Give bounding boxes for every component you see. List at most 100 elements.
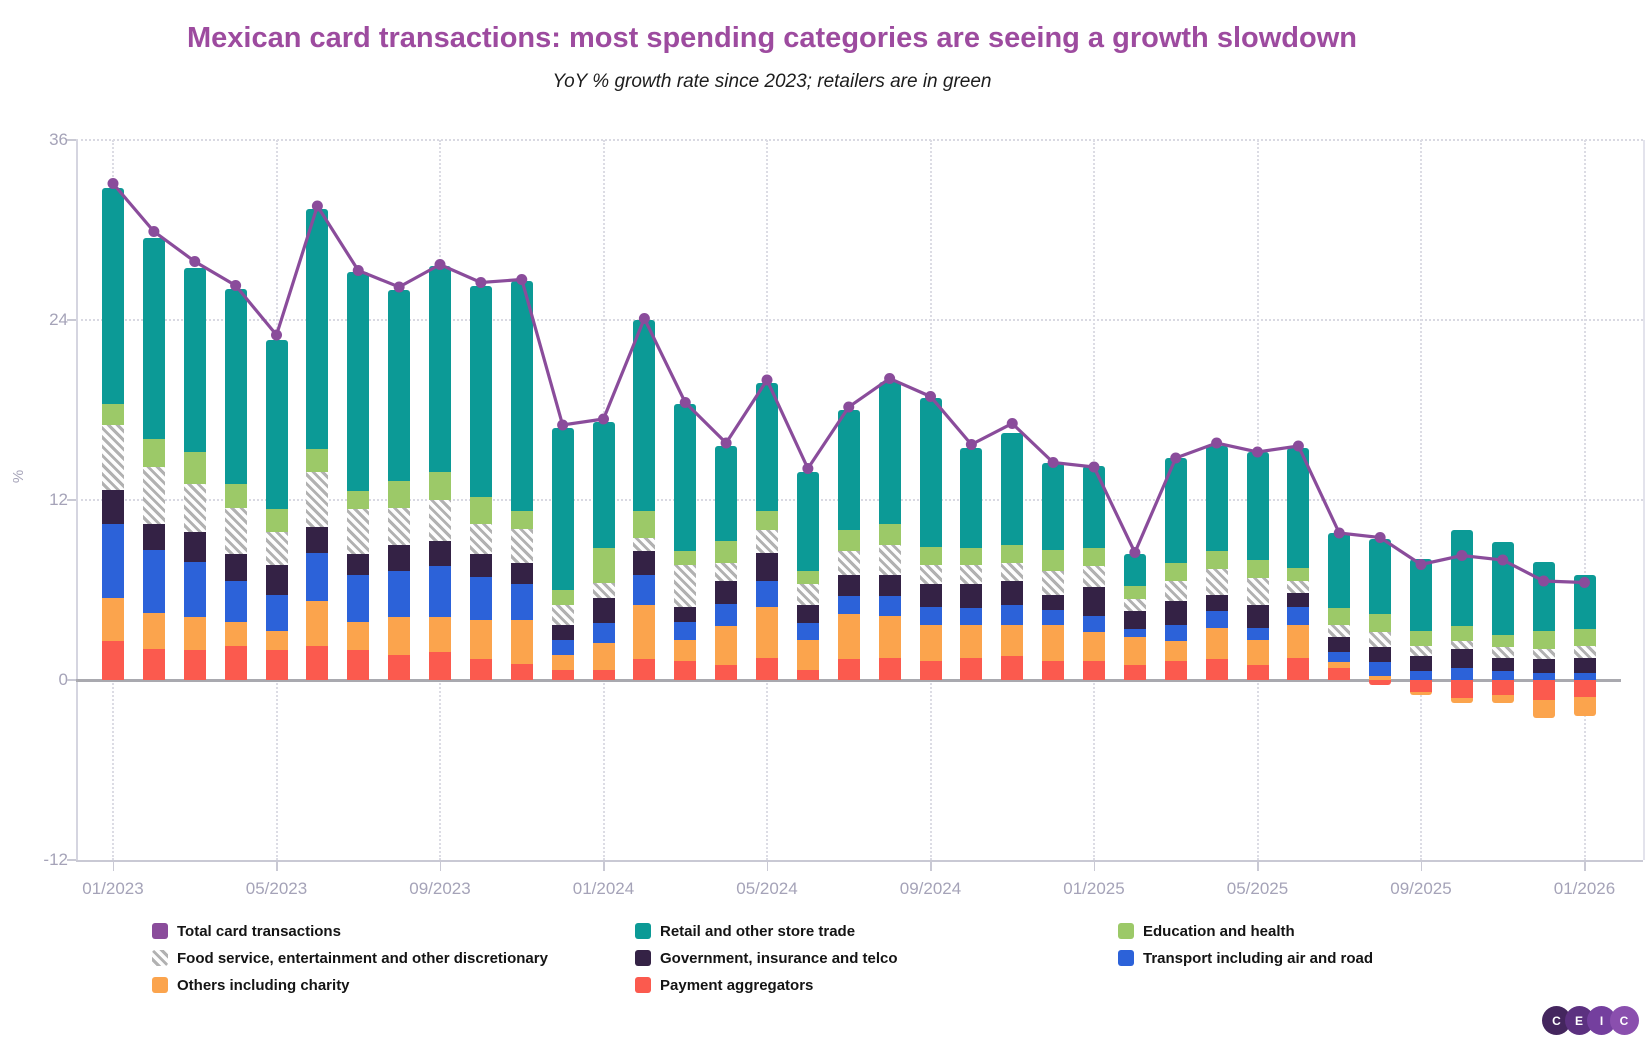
bar-segment	[1287, 606, 1310, 625]
legend-item: Retail and other store trade	[635, 922, 855, 940]
bar-segment	[1123, 636, 1146, 665]
x-axis-tick-label: 05/2025	[1226, 879, 1289, 898]
bar-segment	[142, 524, 165, 550]
x-axis-tick-label: 01/2024	[572, 879, 635, 898]
bar-segment	[1450, 641, 1473, 649]
bar-segment	[551, 654, 574, 670]
bar-segment	[1410, 680, 1432, 692]
bar-segment	[429, 651, 451, 680]
bar-segment	[1328, 533, 1351, 608]
bar-segment	[1246, 605, 1269, 628]
bar-segment	[1164, 660, 1187, 680]
bar-segment	[878, 657, 901, 680]
bar-segment	[674, 660, 697, 680]
bar-segment	[1369, 662, 1392, 676]
bar-segment	[265, 594, 288, 631]
bar-segment	[1205, 611, 1228, 628]
chart-subtitle: YoY % growth rate since 2023; retailers …	[552, 71, 992, 92]
bar-segment	[183, 617, 206, 650]
bar-segment	[592, 422, 615, 548]
bar-segment	[1246, 452, 1269, 560]
bar-segment	[796, 605, 819, 623]
bar-segment	[1287, 593, 1310, 607]
bar-segment	[715, 446, 738, 541]
x-axis-tick	[439, 860, 441, 871]
bar-segment	[674, 551, 697, 565]
bar-segment	[551, 428, 574, 590]
bar-segment	[1205, 627, 1228, 659]
bar-segment	[592, 582, 615, 598]
page-title: Mexican card transactions: most spending…	[187, 22, 1357, 54]
bar-segment	[347, 509, 370, 554]
bar-segment	[347, 272, 370, 491]
zero-line	[76, 679, 1621, 682]
plot-right-border	[1643, 140, 1645, 860]
bar-segment	[142, 549, 165, 613]
bar-segment	[960, 548, 983, 565]
bar-segment	[878, 545, 901, 575]
bar-segment	[1369, 539, 1392, 614]
bar-segment	[1328, 608, 1351, 625]
bar-segment	[1123, 611, 1146, 629]
bar-segment	[919, 564, 942, 584]
x-axis-tick	[1584, 860, 1586, 871]
bar-segment	[1083, 465, 1105, 548]
x-axis-tick	[112, 860, 114, 871]
bar-segment	[142, 438, 165, 467]
bar-segment	[878, 524, 901, 545]
legend-item: Others including charity	[152, 976, 350, 994]
bar-segment	[1042, 624, 1065, 661]
bar-segment	[306, 600, 329, 646]
bar-segment	[1491, 542, 1514, 635]
bar-segment	[1287, 567, 1310, 581]
bar-segment	[1573, 645, 1596, 658]
bar-segment	[715, 626, 738, 665]
bar-segment	[756, 581, 778, 607]
bar-segment	[306, 471, 329, 527]
bar-segment	[183, 483, 206, 532]
bar-segment	[715, 563, 738, 581]
legend-swatch-icon	[1118, 950, 1134, 966]
bar-segment	[674, 564, 697, 607]
bar-segment	[1328, 624, 1351, 637]
bar-segment	[1083, 615, 1105, 632]
bar-segment	[960, 584, 983, 608]
bar-segment	[756, 383, 778, 511]
bar-segment	[1410, 558, 1432, 631]
bar-segment	[960, 657, 983, 680]
bar-segment	[1450, 648, 1473, 668]
bar-segment	[1042, 549, 1065, 571]
bar-segment	[1164, 624, 1187, 641]
bar-segment	[1083, 632, 1105, 661]
bar-segment	[469, 659, 492, 680]
legend-item: Food service, entertainment and other di…	[152, 949, 548, 967]
legend-label: Government, insurance and telco	[660, 949, 898, 967]
y-axis-tick	[67, 139, 76, 141]
bar-segment	[102, 524, 124, 598]
bar-segment	[592, 597, 615, 623]
bar-segment	[142, 612, 165, 649]
bar-segment	[1491, 680, 1514, 695]
bar-segment	[837, 410, 860, 530]
bar-segment	[1532, 680, 1555, 700]
bar-segment	[1246, 665, 1269, 680]
bar-segment	[919, 606, 942, 625]
bar-segment	[469, 576, 492, 620]
bar-segment	[265, 531, 288, 565]
bar-segment	[796, 623, 819, 640]
bar-segment	[469, 554, 492, 577]
bar-segment	[265, 630, 288, 650]
y-axis-tick	[67, 319, 76, 321]
bar-segment	[1532, 648, 1555, 659]
bar-segment	[551, 590, 574, 605]
bar-segment	[347, 491, 370, 509]
legend-item: Education and health	[1118, 922, 1295, 940]
bar-segment	[1042, 570, 1065, 595]
bar-segment	[1328, 636, 1351, 652]
bar-segment	[429, 266, 451, 472]
bar-segment	[796, 639, 819, 670]
legend-item: Transport including air and road	[1118, 949, 1373, 967]
bar-segment	[919, 398, 942, 547]
bar-segment	[633, 537, 656, 551]
bar-segment	[1205, 659, 1228, 680]
